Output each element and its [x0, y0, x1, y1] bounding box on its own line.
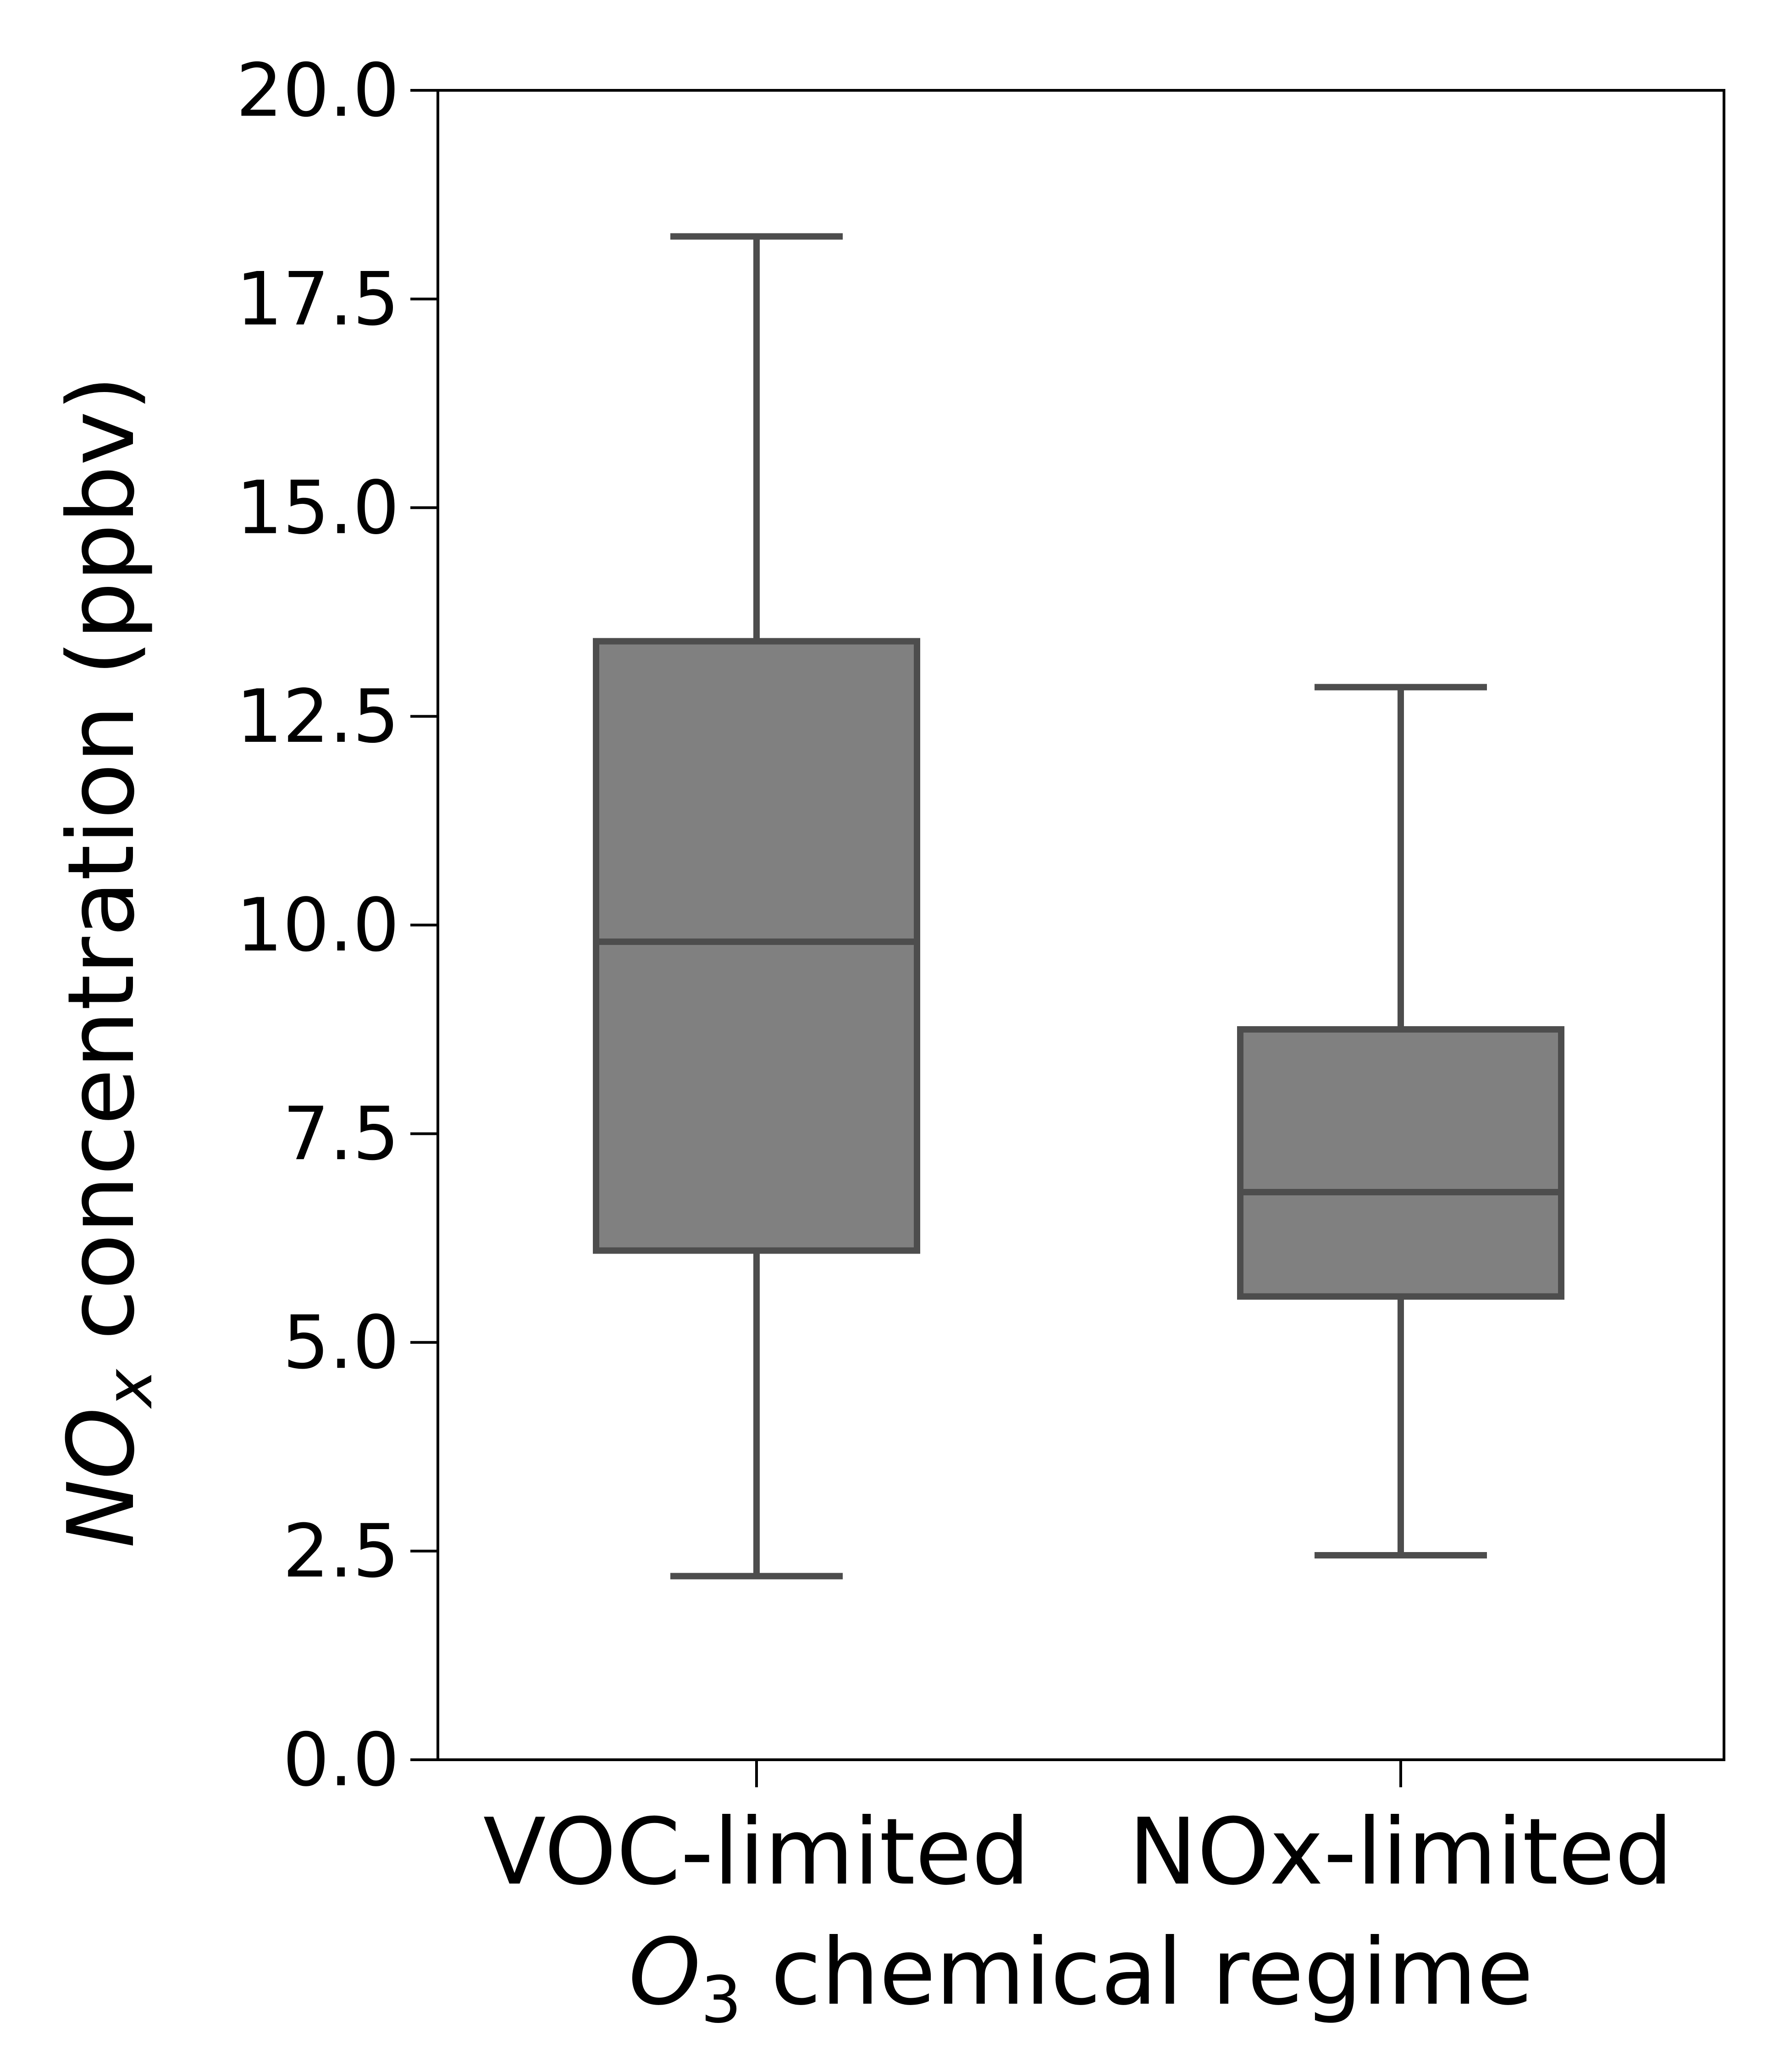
- x-axis-title-symbol: O: [629, 1919, 701, 2026]
- box-iqr: [593, 638, 920, 1254]
- x-axis-title-text: chemical regime: [741, 1919, 1533, 2026]
- y-tick-label: 2.5: [283, 1508, 399, 1594]
- box-group-1: [593, 233, 920, 1580]
- box-group-2: [1237, 684, 1564, 1558]
- x-axis-title-subscript: 3: [701, 1963, 741, 2038]
- x-tick-label: VOC-limited: [483, 1799, 1030, 1906]
- y-tick-label: 7.5: [283, 1091, 399, 1177]
- y-axis-title-subscript: x: [92, 1368, 167, 1409]
- y-tick-label: 10.0: [236, 882, 399, 968]
- y-axis-title-symbol: NO: [48, 1407, 155, 1548]
- axis-labels: O3 chemical regime NOx concentration (ppb…: [48, 376, 1533, 2038]
- y-axis-title: NOx concentration (ppbv): [48, 376, 167, 1548]
- y-tick-label: 17.5: [236, 256, 399, 342]
- y-axis-title-text: concentration (ppbv): [48, 376, 155, 1370]
- plot-area: [593, 233, 1564, 1580]
- y-tick-label: 0.0: [283, 1717, 399, 1803]
- y-tick-label: 20.0: [236, 48, 399, 133]
- box-iqr: [1237, 1026, 1564, 1300]
- y-tick-label: 15.0: [236, 465, 399, 551]
- axes: 0.0 2.5 5.0 7.5 10.0 12.5 15.0 17.5 20.0 VOC-limi…: [236, 48, 1725, 1906]
- y-tick-label: 12.5: [236, 674, 399, 759]
- x-tick-label: NOx-limited: [1128, 1799, 1673, 1906]
- x-axis-title: O3 chemical regime: [629, 1919, 1533, 2038]
- y-tick-label: 5.0: [283, 1299, 399, 1385]
